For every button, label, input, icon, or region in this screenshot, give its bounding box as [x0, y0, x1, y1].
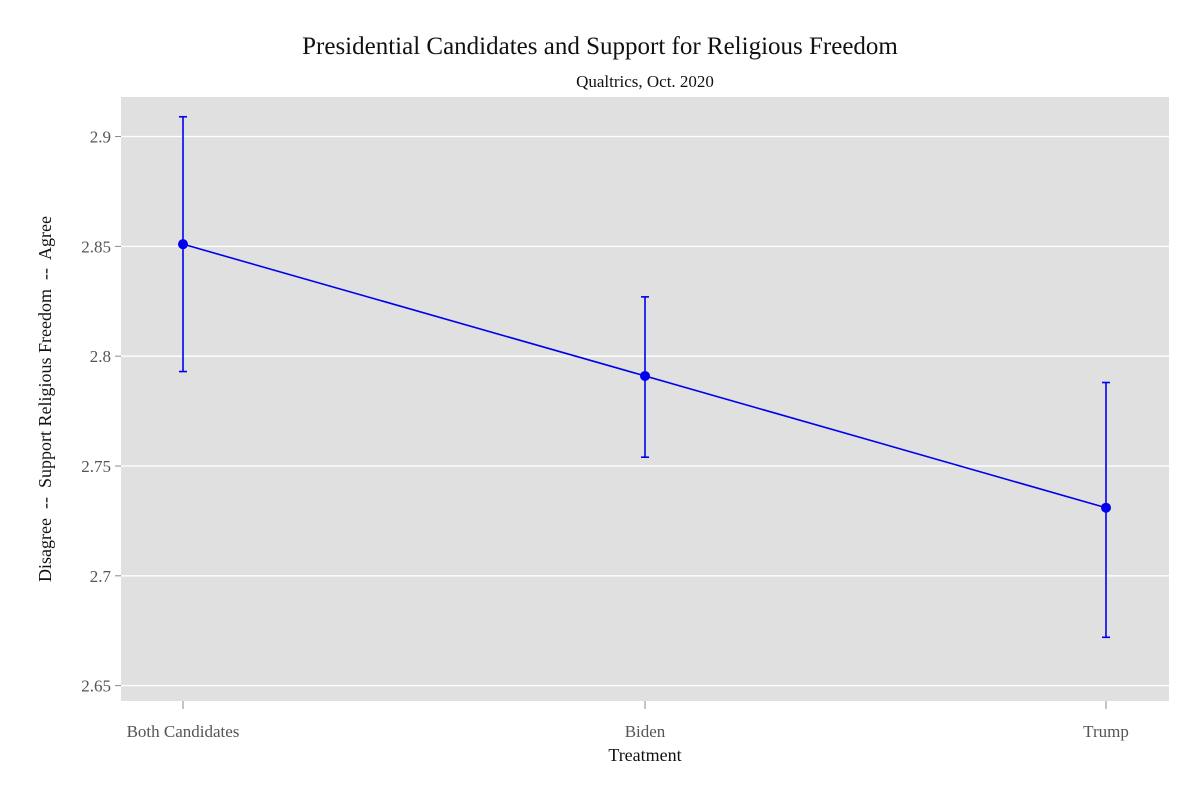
x-tick-label: Trump	[1083, 722, 1129, 741]
y-tick-label: 2.75	[81, 457, 111, 476]
y-tick-label: 2.9	[90, 128, 111, 147]
axes: 2.65 2.7 2.75 2.8 2.85 2.9 Both Candidates Bide…	[81, 128, 1129, 741]
data-point	[178, 239, 188, 250]
y-tick-label: 2.7	[90, 567, 112, 586]
data-point	[640, 370, 650, 381]
x-tick-label: Biden	[625, 722, 666, 741]
y-tick-label: 2.8	[90, 347, 111, 366]
data-point	[1101, 502, 1111, 513]
chart-subtitle: Qualtrics, Oct. 2020	[576, 72, 714, 91]
y-tick-label: 2.65	[81, 677, 111, 696]
y-axis-label: Disagree -- Support Religious Freedom --…	[35, 216, 55, 582]
x-tick-label: Both Candidates	[127, 722, 240, 741]
data-series	[178, 115, 1111, 639]
y-tick-label: 2.85	[81, 237, 111, 256]
chart-title: Presidential Candidates and Support for …	[302, 33, 898, 60]
x-axis-label: Treatment	[608, 745, 681, 765]
